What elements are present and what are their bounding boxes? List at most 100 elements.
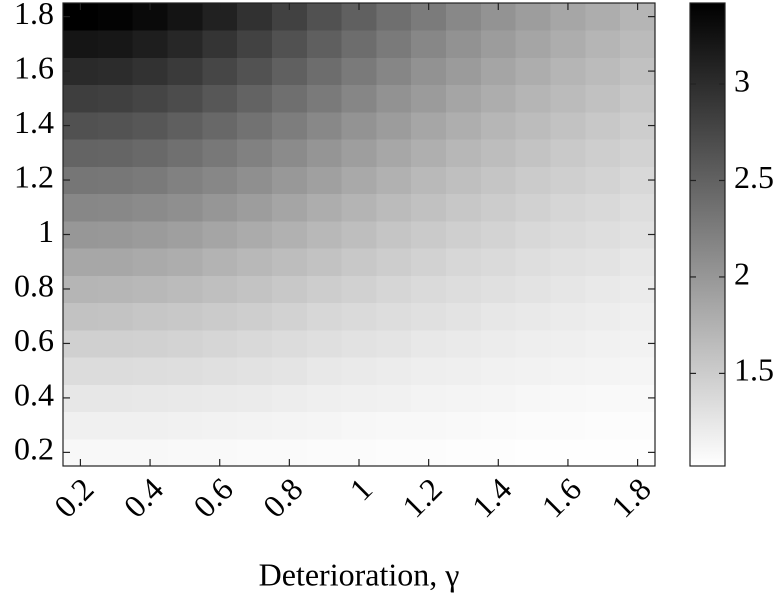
heatmap-cell: [97, 411, 134, 440]
heatmap-cell: [480, 193, 517, 222]
heatmap-cell: [585, 84, 621, 113]
heatmap-cell: [515, 357, 552, 385]
heatmap-cell: [132, 248, 168, 276]
heatmap-cell: [446, 275, 482, 304]
heatmap-cell: [97, 302, 134, 331]
heatmap-cell: [167, 438, 203, 467]
heatmap-cell: [202, 84, 238, 113]
heatmap-cell: [446, 220, 482, 249]
heatmap-cell: [341, 84, 377, 113]
heatmap-cell: [132, 84, 168, 113]
heatmap-cell: [411, 193, 447, 222]
heatmap-cell: [550, 193, 586, 222]
heatmap-cell: [341, 275, 377, 304]
heatmap-cell: [376, 220, 412, 249]
heatmap-cell: [271, 220, 308, 249]
heatmap-cell: [97, 384, 134, 413]
heatmap-cell: [411, 220, 447, 249]
heatmap-cell: [97, 166, 134, 195]
heatmap-cell: [271, 357, 308, 385]
x-tick-label: 0.4: [116, 471, 170, 525]
heatmap-cell: [306, 248, 343, 276]
heatmap-cell: [585, 30, 621, 58]
heatmap-cell: [167, 275, 203, 304]
x-tick-label: 1.6: [534, 471, 588, 525]
heatmap-cell: [446, 3, 482, 31]
heatmap-cell: [376, 30, 412, 58]
heatmap-cell: [167, 111, 203, 140]
heatmap-cell: [620, 411, 656, 440]
heatmap-cell: [97, 248, 134, 276]
heatmap-cell: [550, 139, 586, 167]
heatmap-cell: [202, 384, 238, 413]
heatmap-cell: [446, 438, 482, 467]
heatmap-cell: [63, 193, 99, 222]
heatmap-cell: [132, 57, 168, 86]
heatmap-cell: [63, 411, 99, 440]
heatmap-cell: [306, 329, 343, 358]
y-tick-label: 1.6: [14, 49, 54, 85]
heatmap-cell: [515, 220, 552, 249]
heatmap-cell: [167, 248, 203, 276]
heatmap-cell: [271, 248, 308, 276]
heatmap-cell: [411, 166, 447, 195]
heatmap-cell: [132, 275, 168, 304]
heatmap-cell: [550, 166, 586, 195]
heatmap-cell: [550, 111, 586, 140]
heatmap-cell: [167, 139, 203, 167]
heatmap-cell: [237, 111, 273, 140]
heatmap-cell: [411, 357, 447, 385]
heatmap-cell: [167, 30, 203, 58]
colorbar-tick-label: 3: [734, 62, 750, 98]
heatmap-cell: [480, 384, 517, 413]
x-tick-label: 0.2: [47, 471, 101, 525]
heatmap-cell: [585, 57, 621, 86]
heatmap-cell: [237, 384, 273, 413]
heatmap-cell: [97, 193, 134, 222]
heatmap-cell: [237, 84, 273, 113]
heatmap-cell: [202, 357, 238, 385]
y-tick-label: 1: [38, 213, 54, 249]
y-tick-label: 0.8: [14, 267, 54, 303]
heatmap-cell: [132, 139, 168, 167]
heatmap-cell: [271, 329, 308, 358]
heatmap-cell: [202, 166, 238, 195]
heatmap-cell: [306, 411, 343, 440]
heatmap-cell: [237, 139, 273, 167]
heatmap-cell: [271, 166, 308, 195]
heatmap-cell: [271, 139, 308, 167]
heatmap-cell: [620, 248, 656, 276]
heatmap-cell: [97, 357, 134, 385]
heatmap-cell: [446, 111, 482, 140]
heatmap-cell: [550, 220, 586, 249]
heatmap-cell: [132, 302, 168, 331]
heatmap-cell: [620, 30, 656, 58]
heatmap-cell: [411, 84, 447, 113]
heatmap-cell: [341, 193, 377, 222]
x-tick-label: 0.8: [256, 471, 310, 525]
heatmap-cell: [271, 384, 308, 413]
heatmap-cell: [480, 220, 517, 249]
heatmap-cell: [376, 3, 412, 31]
heatmap-cell: [446, 84, 482, 113]
heatmap-cell: [132, 111, 168, 140]
heatmap-cell: [446, 57, 482, 86]
heatmap-cell: [480, 357, 517, 385]
heatmap-cell: [515, 438, 552, 467]
heatmap-cell: [480, 329, 517, 358]
heatmap-cell: [97, 275, 134, 304]
heatmap-cell: [341, 57, 377, 86]
heatmap-cell: [306, 3, 343, 31]
heatmap-cell: [585, 166, 621, 195]
heatmap-cell: [306, 139, 343, 167]
heatmap-cell: [480, 302, 517, 331]
heatmap-cell: [376, 111, 412, 140]
heatmap-cell: [306, 220, 343, 249]
x-tick-label: 1.8: [604, 471, 658, 525]
heatmap-cell: [620, 84, 656, 113]
heatmap-cell: [63, 248, 99, 276]
heatmap-cell: [167, 357, 203, 385]
heatmap-cell: [376, 139, 412, 167]
heatmap-cell: [550, 357, 586, 385]
heatmap-cell: [480, 30, 517, 58]
